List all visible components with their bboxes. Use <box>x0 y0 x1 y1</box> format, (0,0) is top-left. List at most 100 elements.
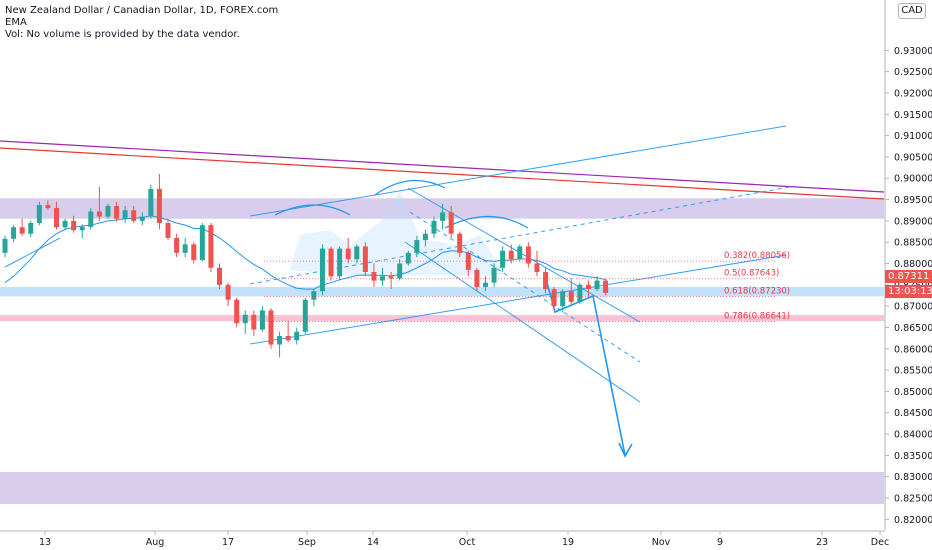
candle-body <box>11 227 17 239</box>
candle <box>551 286 557 311</box>
candle-body <box>199 225 205 261</box>
candle-body <box>560 291 566 307</box>
candle-body <box>534 263 540 273</box>
time-tick-label: 13 <box>39 537 51 548</box>
candle-body <box>71 220 77 231</box>
candle-body <box>294 331 300 341</box>
price-tick-label: 0.83500 <box>894 451 932 462</box>
candle-body <box>388 276 394 279</box>
price-tick-label: 0.83000 <box>894 472 932 483</box>
trend-drawings <box>0 125 885 458</box>
time-axis[interactable]: 13 Aug 17 Sep 14 Oct 19 Nov 9 23 Dec <box>0 530 889 548</box>
candle-body <box>422 233 428 241</box>
candle <box>560 289 566 313</box>
candle-body <box>594 280 600 290</box>
candle <box>182 237 188 258</box>
candle-body <box>603 280 609 293</box>
candle <box>482 276 488 292</box>
price-tick-label: 0.84000 <box>894 430 932 441</box>
candle-body <box>319 248 325 292</box>
candle-body <box>53 208 59 228</box>
candle <box>71 215 77 233</box>
time-tick-label: Oct <box>459 537 476 548</box>
candle-body <box>508 250 514 260</box>
price-tick-label: 0.89000 <box>894 216 932 227</box>
time-tick-label: 17 <box>222 537 234 548</box>
price-tick-label: 0.82000 <box>894 515 932 526</box>
candle <box>11 225 17 243</box>
candle-body <box>500 250 506 268</box>
fib-level-label: 0.5(0.87643) <box>724 269 779 279</box>
candle <box>191 242 197 264</box>
candle-body <box>234 299 240 324</box>
price-axis[interactable]: 0.93000 0.92500 0.92000 0.91500 0.91000 0.905… <box>884 0 932 530</box>
price-tick-label: 0.90500 <box>894 152 932 163</box>
price-tick-label: 0.86000 <box>894 344 932 355</box>
candle-body <box>337 248 343 277</box>
chart-legend: New Zealand Dollar / Canadian Dollar, 1D… <box>5 5 278 41</box>
candle-body <box>217 267 222 285</box>
candle <box>431 216 437 238</box>
left-shoulder-arc <box>274 204 351 216</box>
candle <box>225 282 231 307</box>
candle <box>577 282 583 305</box>
candle <box>491 263 497 287</box>
candle <box>88 208 94 230</box>
candle <box>534 250 540 277</box>
candle <box>302 297 308 334</box>
candle-body <box>568 291 574 302</box>
ema-path <box>4 215 606 290</box>
candle <box>362 242 368 277</box>
candle <box>517 244 523 262</box>
price-tick-label: 0.90000 <box>894 174 932 185</box>
candle <box>234 297 240 328</box>
candle-body <box>431 220 437 234</box>
upper-channel-line <box>249 125 787 217</box>
ema-indicator-label[interactable]: EMA <box>5 17 27 28</box>
candle <box>500 246 506 273</box>
candle <box>371 263 377 287</box>
candle <box>199 223 205 262</box>
price-tick-label: 0.92500 <box>894 67 932 78</box>
candle <box>62 218 68 231</box>
currency-badge[interactable]: CAD <box>898 3 926 19</box>
projection-path <box>544 274 626 456</box>
time-tick-label: Nov <box>652 537 671 548</box>
candle-body <box>19 227 25 234</box>
price-tick-label: 0.92000 <box>894 88 932 99</box>
descending-channel-top <box>407 187 641 323</box>
candle <box>508 244 514 264</box>
lower-channel-line <box>249 254 787 345</box>
candle-body <box>414 240 420 253</box>
candle <box>259 306 265 332</box>
right-shoulder-arc <box>444 215 529 229</box>
candle <box>543 267 549 294</box>
price-tick-label: 0.91500 <box>894 110 932 121</box>
symbol-title[interactable]: New Zealand Dollar / Canadian Dollar, 1D… <box>5 5 279 16</box>
candle-body <box>371 272 377 281</box>
ema-line <box>4 215 606 290</box>
bar-countdown-tag: 13:03:13 <box>885 285 932 298</box>
candle <box>525 242 531 268</box>
time-tick-label: 14 <box>367 537 379 548</box>
candle <box>585 280 591 298</box>
time-tick-label: Aug <box>146 537 165 548</box>
candle <box>45 200 51 211</box>
candle <box>208 223 214 273</box>
candle-body <box>259 310 265 330</box>
time-tick-label: Dec <box>871 537 889 548</box>
candle <box>2 235 8 258</box>
candle-body <box>131 210 137 221</box>
candle <box>36 201 42 226</box>
candle <box>156 173 162 230</box>
candle <box>448 205 454 238</box>
candle-body <box>174 237 180 253</box>
candle <box>174 233 180 258</box>
candle-body <box>268 310 274 345</box>
candle <box>268 308 274 349</box>
candle-body <box>354 246 360 260</box>
candle-body <box>585 284 591 290</box>
candle-body <box>577 284 583 302</box>
left-guide-line <box>4 237 61 268</box>
